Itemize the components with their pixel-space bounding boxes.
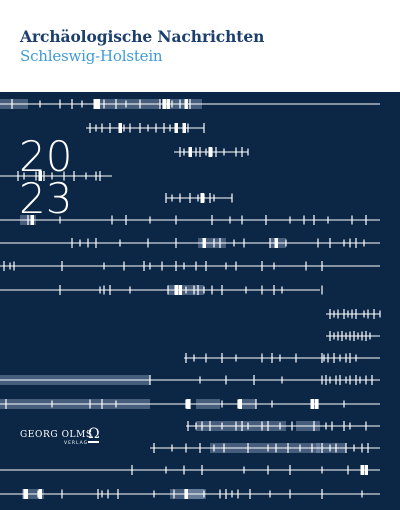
- barcode-row: [0, 238, 380, 248]
- barcode-row: [184, 353, 380, 363]
- logo-underline: [88, 441, 99, 443]
- barcode-row: [186, 421, 380, 431]
- thick-mark: [24, 489, 28, 499]
- thick-mark: [274, 238, 278, 248]
- barcode-row: [174, 147, 249, 157]
- barcode-row: [0, 375, 380, 385]
- thick-mark: [310, 399, 314, 409]
- thick-mark: [202, 238, 206, 248]
- thick-mark: [364, 465, 368, 475]
- barcode-row: [0, 171, 112, 181]
- thick-mark: [174, 285, 178, 295]
- barcode-row: [0, 285, 323, 295]
- thick-mark: [96, 99, 100, 109]
- thick-mark: [188, 147, 192, 157]
- barcode-row: [150, 443, 380, 453]
- publisher-logo: GEORG OLMS Ω VERLAG: [20, 426, 130, 460]
- barcode-row: [0, 99, 380, 109]
- thick-mark: [200, 193, 204, 203]
- cover-artwork: 20 23 GEORG OLMS Ω VERLAG: [0, 92, 400, 510]
- thick-mark: [184, 99, 188, 109]
- header: Archäologische Nachrichten Schleswig-Hol…: [20, 28, 380, 88]
- thick-mark: [238, 399, 242, 409]
- thick-mark: [166, 99, 170, 109]
- thick-mark: [314, 399, 318, 409]
- barcode-row: [165, 193, 233, 203]
- thick-mark: [186, 399, 190, 409]
- thick-mark: [174, 123, 178, 133]
- barcode-row: [0, 399, 380, 409]
- thick-mark: [30, 215, 34, 225]
- omega-logo-icon: Ω: [88, 426, 100, 442]
- series-title: Archäologische Nachrichten: [20, 27, 265, 46]
- thick-mark: [184, 489, 188, 499]
- thick-mark: [38, 171, 42, 181]
- year-bottom: 23: [19, 174, 73, 223]
- thick-mark: [38, 489, 42, 499]
- barcode-lines-graphic: [0, 99, 381, 499]
- barcode-row: [0, 465, 380, 475]
- thick-mark: [93, 99, 97, 109]
- barcode-row: [0, 215, 380, 225]
- thick-mark: [208, 147, 212, 157]
- year-top: 20: [19, 132, 73, 181]
- thick-mark: [182, 123, 186, 133]
- barcode-row: [0, 489, 380, 499]
- barcode-row: [0, 261, 380, 271]
- barcode-row: [326, 309, 381, 319]
- thick-mark: [178, 285, 182, 295]
- thick-mark: [162, 99, 166, 109]
- thick-mark: [360, 465, 364, 475]
- publisher-imprint: VERLAG: [64, 441, 89, 446]
- series-subtitle: Schleswig-Holstein: [20, 47, 163, 65]
- thick-mark: [118, 123, 122, 133]
- barcode-row: [86, 123, 205, 133]
- barcode-row: [326, 331, 380, 341]
- publisher-name: GEORG OLMS: [20, 430, 93, 440]
